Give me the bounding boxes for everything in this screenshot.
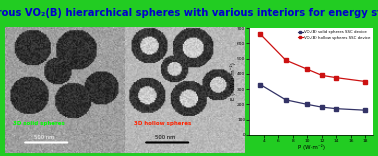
Y-axis label: E (mW·h·m⁻²): E (mW·h·m⁻²) [229, 63, 235, 100]
X-axis label: P (W·m⁻²): P (W·m⁻²) [297, 144, 325, 151]
Text: 3D hollow spheres: 3D hollow spheres [134, 121, 191, 126]
Legend: VO₂(B) solid spheres SSC device, VO₂(B) hollow spheres SSC device: VO₂(B) solid spheres SSC device, VO₂(B) … [298, 30, 371, 40]
Text: 3D solid spheres: 3D solid spheres [13, 121, 65, 126]
Text: 500 nm: 500 nm [34, 135, 55, 140]
Text: 3D porous VO₂(B) hierarchical spheres with various interiors for energy storage: 3D porous VO₂(B) hierarchical spheres wi… [0, 8, 378, 18]
Text: 500 nm: 500 nm [155, 135, 176, 140]
